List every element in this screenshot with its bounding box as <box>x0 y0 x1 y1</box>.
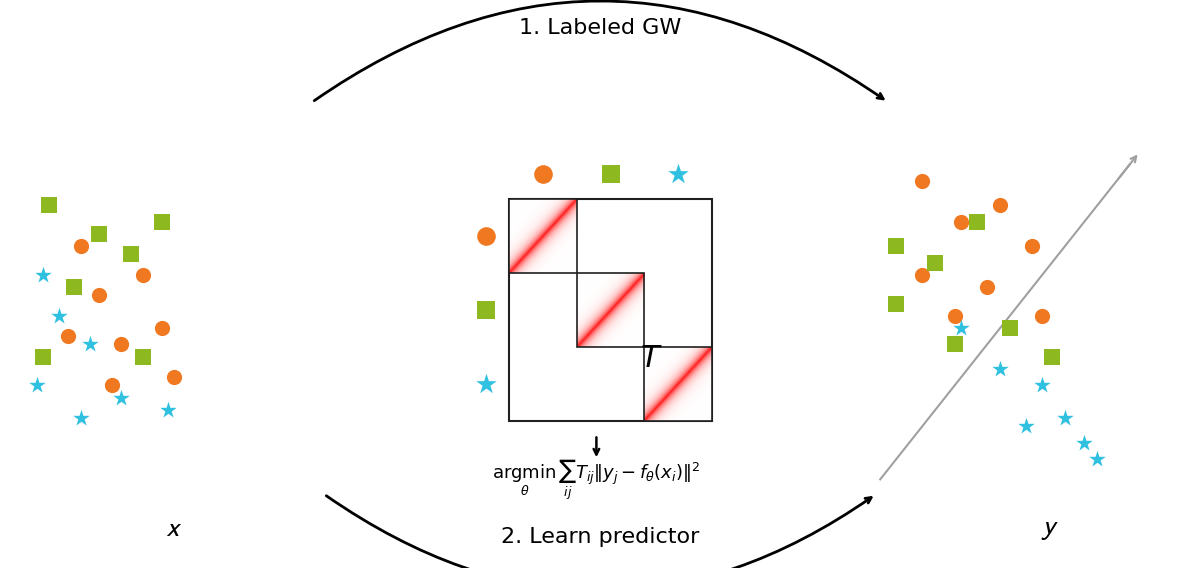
Point <box>913 270 932 279</box>
Bar <box>644 347 712 421</box>
Point <box>102 381 121 390</box>
Point <box>946 311 965 320</box>
Point <box>913 176 932 185</box>
Point <box>952 217 971 226</box>
Text: $\mathcal{y}$: $\mathcal{y}$ <box>1040 514 1060 542</box>
Point <box>90 229 109 239</box>
Point <box>133 270 152 279</box>
Point <box>133 352 152 361</box>
Point <box>887 299 906 308</box>
Point <box>990 365 1009 374</box>
Point <box>1087 454 1106 463</box>
Point <box>112 340 131 349</box>
Point <box>1055 414 1074 423</box>
Point <box>476 306 496 315</box>
Point <box>925 258 944 267</box>
Point <box>1032 381 1051 390</box>
Text: $\mathcal{x}$: $\mathcal{x}$ <box>166 514 182 542</box>
Point <box>80 340 100 349</box>
Point <box>476 379 496 389</box>
Point <box>152 217 172 226</box>
Point <box>978 283 997 292</box>
Point <box>668 169 688 178</box>
Point <box>887 242 906 251</box>
Point <box>71 414 90 423</box>
Point <box>121 250 140 259</box>
Point <box>49 311 68 320</box>
Point <box>40 201 59 210</box>
Point <box>1043 352 1062 361</box>
Point <box>990 201 1009 210</box>
Point <box>71 242 90 251</box>
Text: 2. Learn predictor: 2. Learn predictor <box>500 527 700 547</box>
Point <box>164 373 184 382</box>
Point <box>476 232 496 241</box>
Point <box>946 340 965 349</box>
Point <box>1022 242 1042 251</box>
Point <box>533 169 552 178</box>
Point <box>65 283 84 292</box>
Point <box>158 406 178 415</box>
Point <box>59 332 78 341</box>
Point <box>90 291 109 300</box>
Text: $T$: $T$ <box>640 344 662 373</box>
Bar <box>509 199 577 273</box>
Point <box>112 393 131 402</box>
Point <box>1075 438 1094 447</box>
Point <box>1016 421 1036 431</box>
Point <box>952 324 971 333</box>
Bar <box>577 273 644 347</box>
Point <box>1032 311 1051 320</box>
Point <box>28 381 47 390</box>
Point <box>34 352 53 361</box>
Point <box>601 169 620 178</box>
Point <box>34 270 53 279</box>
Point <box>152 324 172 333</box>
Bar <box>509 199 712 421</box>
Point <box>1001 324 1020 333</box>
Text: 1. Labeled GW: 1. Labeled GW <box>518 18 682 39</box>
Text: $\underset{\theta}{\mathrm{argmin}}\,\sum_{ij} T_{ij} \| y_j - f_{\theta}(x_i) \: $\underset{\theta}{\mathrm{argmin}}\,\su… <box>492 458 701 502</box>
Point <box>967 217 986 226</box>
